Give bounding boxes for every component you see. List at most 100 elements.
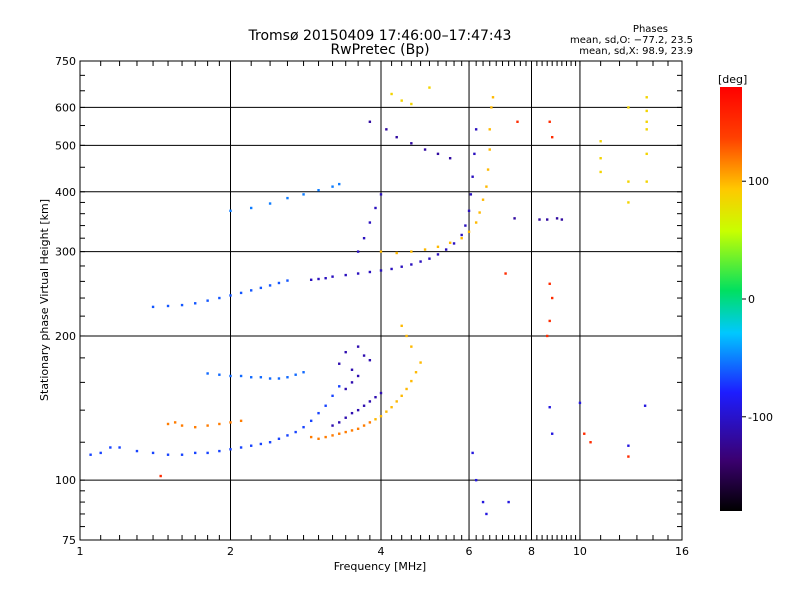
data-point xyxy=(239,374,243,378)
y-tick-label: 75 xyxy=(62,534,76,547)
data-point xyxy=(469,193,473,196)
data-point xyxy=(400,99,403,102)
data-point xyxy=(599,140,602,143)
y-tick-label: 100 xyxy=(55,474,76,487)
data-point xyxy=(229,374,232,378)
data-point xyxy=(180,424,184,427)
data-point xyxy=(460,236,463,240)
data-point xyxy=(627,455,630,458)
data-point xyxy=(419,260,422,263)
data-point xyxy=(317,277,320,281)
data-point xyxy=(294,430,297,434)
x-tick-label: 1 xyxy=(77,545,84,558)
data-point xyxy=(286,434,289,437)
colorbar-tick-label: 0 xyxy=(748,293,755,306)
plot-frame xyxy=(79,60,683,541)
data-point xyxy=(627,444,630,447)
data-point xyxy=(239,419,243,423)
data-point xyxy=(474,221,478,224)
data-point xyxy=(239,446,243,449)
data-point xyxy=(481,500,485,504)
data-point xyxy=(259,286,263,290)
data-point xyxy=(379,193,383,196)
data-point xyxy=(356,374,360,378)
data-point xyxy=(645,109,648,113)
data-point xyxy=(309,419,313,423)
data-point xyxy=(395,400,398,403)
y-tick-label: 600 xyxy=(55,101,76,114)
data-point xyxy=(379,250,383,253)
data-point xyxy=(560,218,564,221)
data-point xyxy=(356,345,360,348)
data-point xyxy=(173,421,177,424)
data-point xyxy=(206,299,209,302)
data-point xyxy=(627,180,630,183)
x-tick-label: 8 xyxy=(528,545,535,558)
data-point xyxy=(302,193,305,196)
data-point xyxy=(331,424,334,427)
data-point xyxy=(374,206,377,210)
data-point xyxy=(645,96,648,99)
data-point xyxy=(507,500,510,504)
data-point xyxy=(410,379,413,383)
data-point xyxy=(448,241,452,244)
data-point xyxy=(368,270,372,274)
data-point xyxy=(356,408,360,412)
data-point xyxy=(350,411,354,415)
data-point xyxy=(414,371,418,374)
data-point xyxy=(249,206,253,210)
x-tick-label: 16 xyxy=(675,545,689,558)
data-point xyxy=(206,424,209,427)
data-point xyxy=(268,284,272,287)
data-point xyxy=(286,279,289,282)
x-tick-label: 10 xyxy=(573,545,587,558)
data-point xyxy=(428,86,431,89)
data-point xyxy=(166,422,170,426)
colorbar-ticks: 100 0 -100 xyxy=(742,175,773,424)
data-point xyxy=(324,404,327,407)
data-point xyxy=(546,218,549,221)
data-point xyxy=(481,198,485,201)
data-point xyxy=(460,233,463,237)
data-point xyxy=(151,305,155,309)
y-tick-label: 500 xyxy=(55,139,76,152)
data-point xyxy=(488,148,491,151)
data-point xyxy=(627,106,630,109)
data-point xyxy=(302,371,305,374)
data-point xyxy=(368,359,372,362)
data-point xyxy=(474,128,478,131)
data-point xyxy=(385,128,388,131)
data-point xyxy=(249,289,253,292)
data-point xyxy=(362,404,366,407)
data-point xyxy=(338,362,341,365)
data-point xyxy=(151,451,155,455)
data-point xyxy=(268,441,272,444)
data-point xyxy=(374,395,377,399)
data-point xyxy=(436,245,440,249)
data-point xyxy=(331,275,334,278)
data-point xyxy=(229,448,232,451)
x-tick-label: 6 xyxy=(466,545,473,558)
data-point xyxy=(467,209,471,213)
data-point xyxy=(309,435,313,439)
data-point xyxy=(286,376,289,379)
data-point xyxy=(645,180,648,183)
data-point xyxy=(444,248,448,251)
y-tick-label: 200 xyxy=(55,330,76,343)
data-point xyxy=(194,425,197,429)
colorbar-tick-label: -100 xyxy=(748,411,773,424)
data-point xyxy=(368,421,372,424)
data-point xyxy=(166,304,170,308)
data-point xyxy=(362,236,366,240)
data-point xyxy=(400,324,403,328)
data-point xyxy=(550,296,554,300)
data-point xyxy=(317,437,320,440)
data-point xyxy=(338,385,341,388)
x-tick-label: 4 xyxy=(378,545,385,558)
data-point xyxy=(218,449,221,453)
data-point xyxy=(589,441,592,444)
data-point xyxy=(410,345,413,348)
data-point xyxy=(338,432,341,435)
data-point xyxy=(324,435,327,439)
data-point xyxy=(452,242,456,245)
